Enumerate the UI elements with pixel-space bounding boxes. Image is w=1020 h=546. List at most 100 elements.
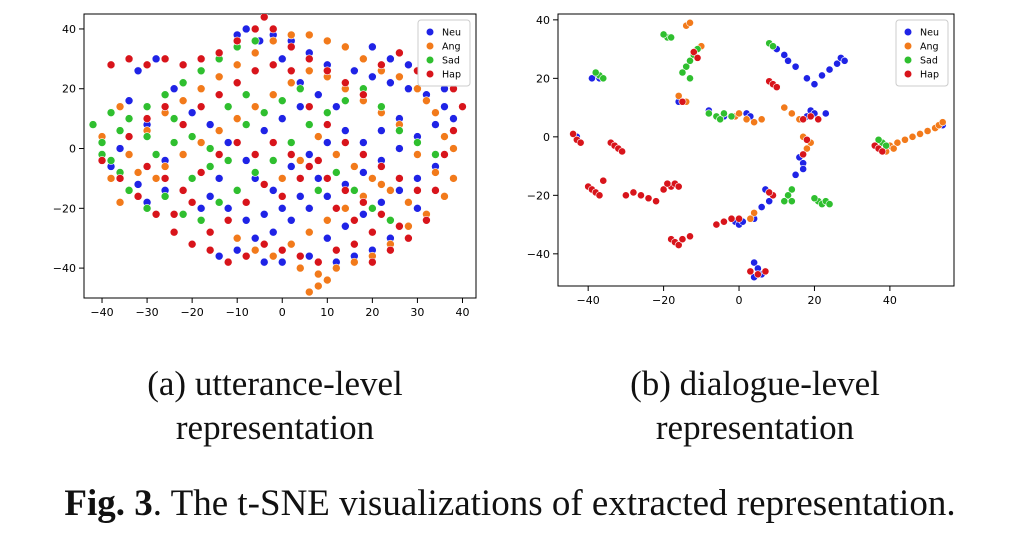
point-sad [97,138,107,147]
x-tick-label: −30 [135,306,158,319]
point-hap [576,138,585,147]
point-hap [232,138,242,147]
point-hap [259,14,269,22]
point-hap [323,120,332,129]
point-hap [160,54,170,64]
point-hap [223,257,233,267]
point-ang [268,36,278,46]
point-hap [359,150,368,159]
point-neu [133,180,143,189]
point-hap [652,197,660,206]
point-sad [591,68,600,77]
point-sad [686,56,694,65]
point-ang [323,36,332,46]
legend-marker-sad [426,56,434,64]
point-ang [431,168,440,177]
point-neu [169,84,179,94]
point-hap [124,54,134,64]
point-hap [359,198,368,207]
point-neu [268,227,278,237]
point-sad [205,144,215,153]
point-sad [704,109,713,118]
caption-a-line2: representation [175,408,375,447]
point-sad [769,42,777,51]
point-hap [106,60,116,70]
point-sad [787,197,796,206]
point-sad [825,200,834,209]
point-sad [784,191,792,200]
point-sad [169,138,179,147]
point-sad [787,185,796,194]
point-hap [386,245,395,255]
point-ang [124,150,134,159]
point-hap [223,215,233,225]
point-ang [413,84,422,94]
point-neu [304,204,314,213]
point-hap [332,204,341,213]
point-ang [323,215,332,225]
point-hap [727,214,736,223]
point-neu [259,126,269,135]
point-sad [368,204,377,213]
point-hap [124,132,134,141]
point-neu [784,56,792,65]
point-ang [196,84,206,94]
caption-a: (a) utterance-level representation [60,362,490,450]
point-ang [686,18,694,27]
point-hap [259,180,269,189]
point-hap [250,150,260,159]
point-hap [814,115,823,124]
point-sad [268,156,278,165]
point-ang [674,91,683,100]
point-hap [395,174,404,183]
point-hap [313,257,323,267]
legend-label-hap: Hap [442,70,461,81]
point-sad [727,112,736,121]
point-sad [106,108,116,117]
point-ang [295,263,305,273]
point-hap [674,182,683,191]
point-ang [313,281,323,291]
point-ang [115,198,125,207]
point-hap [377,60,386,70]
point-hap [133,192,143,201]
point-neu [151,54,161,64]
point-ang [449,144,458,153]
point-neu [341,126,350,135]
point-hap [765,188,774,197]
point-sad [106,156,116,165]
point-sad [395,126,404,135]
point-neu [214,251,224,261]
point-ang [350,257,359,267]
point-ang [413,150,422,159]
point-ang [250,245,260,255]
chart-b: −40 −20 0 20 40 −40 −20 0 20 40 Neu Ang Sad Hap [527,13,955,307]
figure-caption-text: . The t-SNE visualizations of extracted … [152,483,956,524]
point-ang [404,198,413,207]
point-neu [205,120,215,129]
point-sad [259,108,269,117]
point-sad [332,168,341,177]
point-hap [746,267,755,276]
point-hap [323,66,332,76]
caption-b-line1: (b) dialogue-level [630,364,880,403]
point-ang [286,239,296,249]
point-hap [761,267,770,276]
legend-label-neu: Neu [920,28,939,39]
point-ang [250,48,260,58]
legend-label-ang: Ang [920,42,939,53]
point-ang [431,108,440,117]
point-hap [678,235,687,244]
x-tick-label: 0 [736,294,743,307]
point-sad [232,186,242,195]
point-hap [205,245,215,255]
point-ang [196,138,206,147]
point-ang [250,102,260,111]
point-sad [341,96,350,105]
point-sad [780,197,789,206]
point-neu [323,138,332,147]
point-hap [277,245,287,255]
point-neu [241,24,251,34]
point-neu [196,204,206,213]
point-hap [304,54,314,64]
